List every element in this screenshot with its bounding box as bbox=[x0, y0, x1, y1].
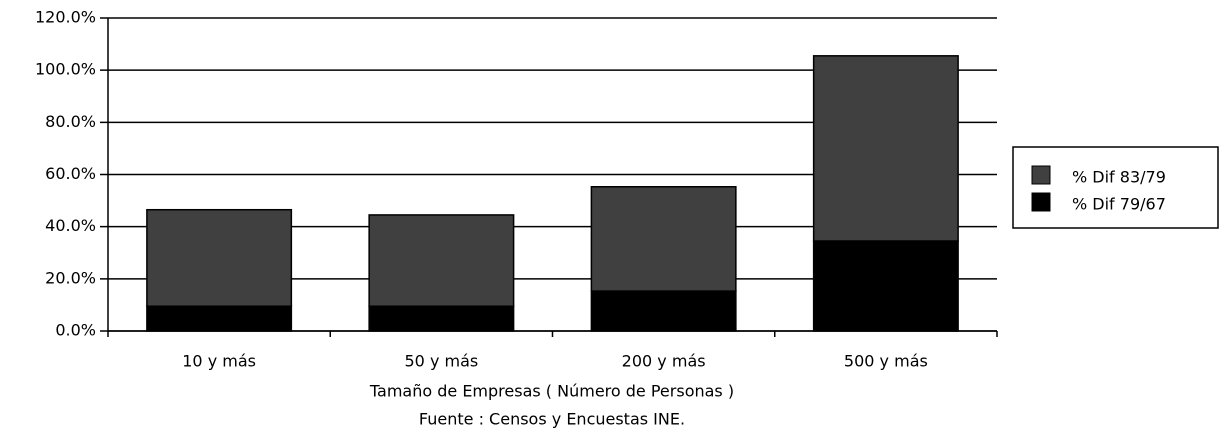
bar-segment bbox=[812, 240, 959, 332]
bar-segment bbox=[590, 186, 737, 292]
bar-segment bbox=[812, 55, 959, 242]
bar-segment bbox=[146, 305, 293, 332]
legend-swatch bbox=[1031, 192, 1051, 212]
x-tick-label: 500 y más bbox=[844, 352, 928, 371]
y-tick-label: 60.0% bbox=[45, 164, 96, 183]
y-tick-label: 100.0% bbox=[35, 60, 96, 79]
bar-segment bbox=[368, 305, 515, 332]
bar-segment bbox=[146, 208, 293, 307]
y-tick-label: 40.0% bbox=[45, 216, 96, 235]
y-tick-label: 0.0% bbox=[55, 321, 96, 340]
x-tick-label: 10 y más bbox=[182, 352, 256, 371]
legend-label: % Dif 83/79 bbox=[1072, 168, 1166, 187]
source: Fuente : Censos y Encuestas INE. bbox=[419, 410, 685, 429]
x-tick-label: 200 y más bbox=[622, 352, 706, 371]
legend-box bbox=[1012, 146, 1219, 229]
y-tick-label: 20.0% bbox=[45, 268, 96, 287]
bar-segment bbox=[368, 214, 515, 307]
y-tick-label: 120.0% bbox=[35, 8, 96, 27]
x-tick-label: 50 y más bbox=[405, 352, 479, 371]
x-axis-title: Tamaño de Empresas ( Número de Personas … bbox=[369, 382, 734, 401]
bar-segment bbox=[590, 290, 737, 332]
y-tick-label: 80.0% bbox=[45, 112, 96, 131]
legend-label: % Dif 79/67 bbox=[1072, 195, 1166, 214]
legend-swatch bbox=[1031, 165, 1051, 185]
